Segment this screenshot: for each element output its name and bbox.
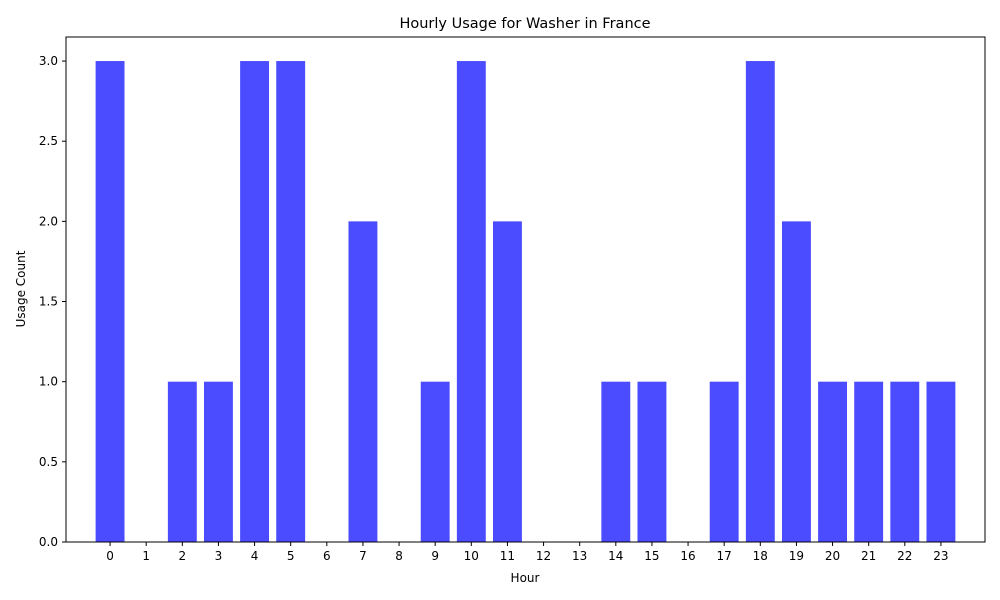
y-tick-label: 1.5 — [39, 295, 58, 309]
y-tick-label: 1.0 — [39, 375, 58, 389]
x-tick-label: 12 — [536, 549, 551, 563]
bar-hour-5 — [276, 61, 306, 543]
y-tick-label: 2.5 — [39, 134, 58, 148]
x-tick-label: 3 — [215, 549, 223, 563]
bar-hour-0 — [95, 61, 125, 543]
x-axis-title: Hour — [511, 571, 540, 585]
bar-hour-9 — [420, 381, 450, 542]
bar-hour-17 — [709, 381, 739, 542]
x-tick-label: 14 — [608, 549, 623, 563]
bar-hour-4 — [240, 61, 270, 543]
bar-hour-21 — [854, 381, 884, 542]
bar-hour-11 — [492, 221, 522, 542]
bar-hour-18 — [745, 61, 775, 543]
x-tick-label: 22 — [897, 549, 912, 563]
x-tick-label: 11 — [500, 549, 515, 563]
y-axis-title: Usage Count — [14, 250, 28, 327]
y-tick-label: 3.0 — [39, 54, 58, 68]
bar-hour-15 — [637, 381, 667, 542]
plot-frame — [65, 36, 986, 543]
x-tick-label: 16 — [680, 549, 695, 563]
x-tick-label: 18 — [753, 549, 768, 563]
x-tick-label: 5 — [287, 549, 295, 563]
y-axis-ticks: 0.0 0.5 1.0 1.5 2.0 2.5 3.0 — [39, 54, 66, 549]
bar-hour-3 — [203, 381, 233, 542]
bars-group — [95, 61, 956, 543]
bar-hour-2 — [167, 381, 197, 542]
x-tick-label: 7 — [359, 549, 367, 563]
x-tick-label: 2 — [178, 549, 186, 563]
x-tick-label: 10 — [464, 549, 479, 563]
bar-hour-19 — [781, 221, 811, 542]
x-tick-label: 6 — [323, 549, 331, 563]
bar-hour-14 — [601, 381, 631, 542]
bar-hour-22 — [890, 381, 920, 542]
x-tick-label: 21 — [861, 549, 876, 563]
y-tick-label: 0.0 — [39, 535, 58, 549]
x-tick-label: 0 — [106, 549, 114, 563]
bar-hour-20 — [818, 381, 848, 542]
x-tick-label: 23 — [933, 549, 948, 563]
x-axis-ticks: 0 1 2 3 4 5 6 7 8 9 10 11 12 13 14 15 16 17 18 19 20 21 22 23 — [106, 542, 949, 563]
x-tick-label: 1 — [142, 549, 150, 563]
bar-hour-7 — [348, 221, 378, 542]
x-tick-label: 15 — [644, 549, 659, 563]
x-tick-label: 19 — [789, 549, 804, 563]
x-tick-label: 17 — [717, 549, 732, 563]
x-tick-label: 20 — [825, 549, 840, 563]
bar-hour-23 — [926, 381, 956, 542]
chart-title: Hourly Usage for Washer in France — [399, 16, 650, 32]
x-tick-label: 8 — [395, 549, 403, 563]
x-tick-label: 13 — [572, 549, 587, 563]
y-tick-label: 0.5 — [39, 455, 58, 469]
x-tick-label: 4 — [251, 549, 259, 563]
bar-hour-10 — [456, 61, 486, 543]
y-tick-label: 2.0 — [39, 214, 58, 228]
x-tick-label: 9 — [431, 549, 439, 563]
